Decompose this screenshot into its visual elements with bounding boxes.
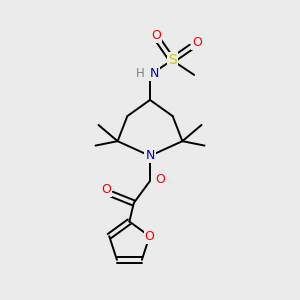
Text: O: O <box>101 183 111 196</box>
Text: N: N <box>145 149 155 162</box>
Text: O: O <box>155 173 165 186</box>
Text: O: O <box>192 36 202 49</box>
Text: O: O <box>151 29 161 42</box>
Text: S: S <box>168 53 176 67</box>
Text: H: H <box>136 67 145 80</box>
Text: O: O <box>145 230 154 243</box>
Text: N: N <box>150 67 159 80</box>
